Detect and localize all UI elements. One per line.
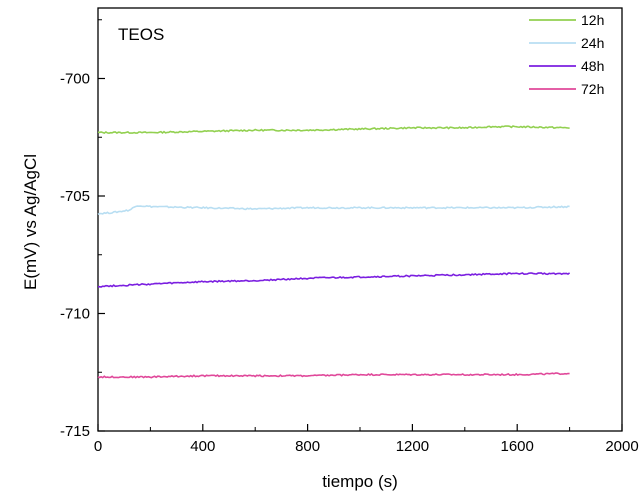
series-line-24h [97, 205, 570, 216]
x-axis-title: tiempo (s) [322, 472, 398, 491]
x-tick-label: 1600 [501, 438, 534, 455]
legend: 12h 24h 48h 72h [529, 12, 604, 97]
x-tick-label: 0 [94, 438, 102, 455]
plot-frame [97, 7, 623, 432]
x-tick-label: 400 [190, 438, 215, 455]
y-tick-label: -715 [60, 423, 90, 440]
chart-annotation: TEOS [118, 25, 164, 44]
series-line-48h [97, 272, 571, 288]
legend-label-72h: 72h [581, 81, 604, 97]
y-tick-label: -705 [60, 188, 90, 205]
legend-label-48h: 48h [581, 58, 604, 74]
x-tick-label: 1200 [396, 438, 429, 455]
x-tick-label: 2000 [605, 438, 638, 455]
series-line-72h [97, 372, 570, 379]
legend-label-24h: 24h [581, 35, 604, 51]
series-layer [97, 125, 571, 379]
y-tick-label: -700 [60, 71, 90, 88]
series-line-12h [97, 125, 570, 135]
axis-ticks: 0 400 800 1200 1600 2000 -715 -710 -705 -700 [60, 19, 639, 455]
y-axis-title: E(mV) vs Ag/AgCl [21, 154, 40, 290]
legend-label-12h: 12h [581, 12, 604, 28]
x-tick-label: 800 [295, 438, 320, 455]
y-tick-label: -710 [60, 306, 90, 323]
